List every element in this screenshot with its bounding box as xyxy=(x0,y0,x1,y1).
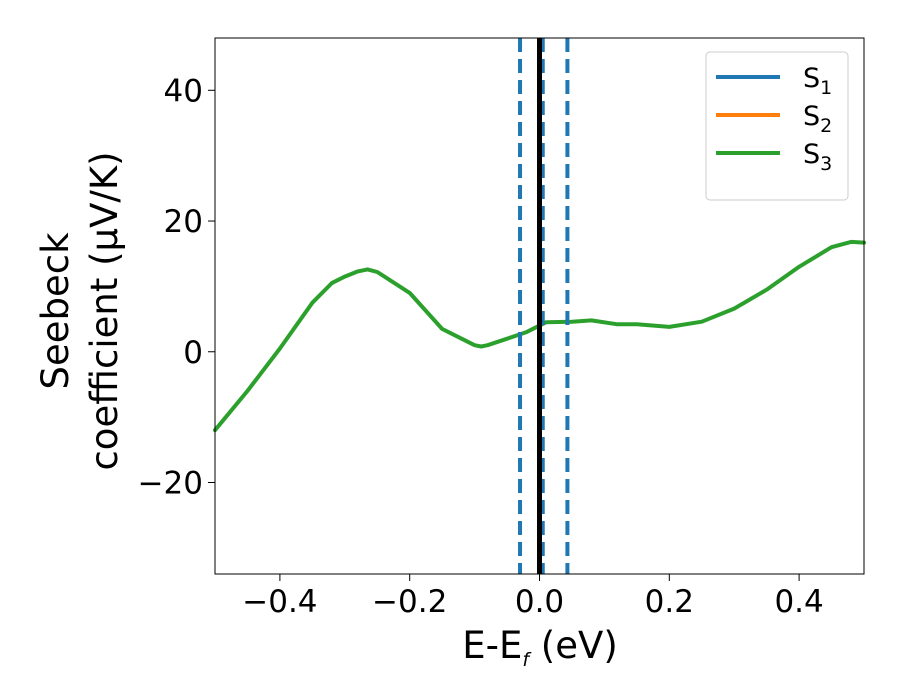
legend-label-2: S2 xyxy=(803,101,832,137)
vertical-lines xyxy=(518,38,570,574)
y-axis-title: Seebeck coefficient (μV/K) xyxy=(34,151,126,470)
x-tick-label: −0.4 xyxy=(242,584,317,620)
y-tick-label: 20 xyxy=(164,204,203,240)
y-tick-label: 0 xyxy=(183,335,203,371)
series-layer xyxy=(213,239,866,433)
y-axis-title-line1: Seebeck xyxy=(34,232,77,390)
y-axis: −20 0 20 40 xyxy=(138,73,215,501)
x-tick-label: 0.2 xyxy=(645,584,694,620)
y-tick-label: 40 xyxy=(164,73,203,109)
x-axis-title: E-Ef (eV) xyxy=(462,624,618,671)
x-tick-label: −0.2 xyxy=(372,584,447,620)
x-tick-label: 0.4 xyxy=(774,584,823,620)
legend-box xyxy=(705,51,849,201)
y-tick-label: −20 xyxy=(138,465,203,501)
x-axis: −0.4 −0.2 0.0 0.2 0.4 xyxy=(242,574,824,620)
legend-label-1: S1 xyxy=(803,63,832,99)
y-axis-title-line2: coefficient (μV/K) xyxy=(83,151,126,470)
series-line-3 xyxy=(213,239,866,433)
x-tick-label: 0.0 xyxy=(515,584,564,620)
legend-label-3: S3 xyxy=(803,139,832,175)
